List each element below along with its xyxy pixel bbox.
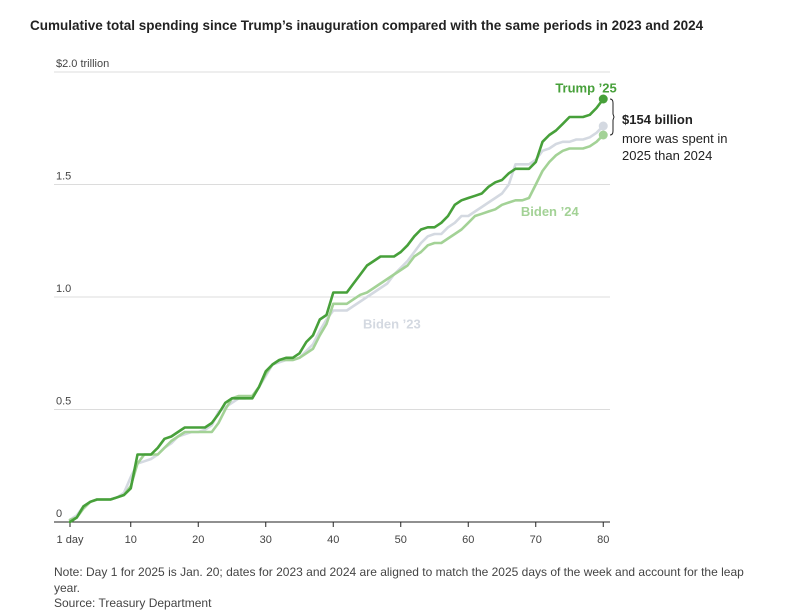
y-tick-label-2: 1.0	[56, 283, 71, 295]
x-tick-label-7: 70	[530, 534, 542, 546]
x-tick-label-4: 40	[327, 534, 339, 546]
annotation-headline: $154 billion	[622, 112, 693, 127]
series-label-biden-24: Biden ’24	[521, 204, 580, 219]
x-tick-label-6: 60	[462, 534, 474, 546]
chart-source: Source: Treasury Department	[54, 596, 212, 610]
y-tick-label-4: $2.0 trillion	[56, 58, 109, 70]
chart-title: Cumulative total spending since Trump’s …	[30, 18, 704, 33]
x-tick-label-0: 1 day	[57, 534, 84, 546]
series-line-biden-23	[68, 124, 605, 522]
y-tick-label-3: 1.5	[56, 171, 71, 183]
x-tick-label-8: 80	[597, 534, 609, 546]
annotation-bracket	[609, 98, 615, 136]
series-label-trump-25: Trump ’25	[555, 80, 616, 95]
difference-annotation: $154 billion more was spent in 2025 than…	[609, 98, 728, 163]
x-tick-label-3: 30	[260, 534, 272, 546]
x-axis-ticks: 1 day 10 20 30 40 50 60 70 80	[57, 522, 609, 546]
series-end-point-trump-25	[598, 94, 608, 104]
y-tick-label-0: 0	[56, 508, 62, 520]
chart-note: Note: Day 1 for 2025 is Jan. 20; dates f…	[54, 565, 744, 595]
line-chart: 0 0.5 1.0 1.5 $2.0 trillion 1 day 10 20 30 40 50 6…	[54, 58, 728, 546]
y-axis-labels: 0 0.5 1.0 1.5 $2.0 trillion	[56, 58, 109, 520]
x-tick-label-1: 10	[125, 534, 137, 546]
x-tick-label-2: 20	[192, 534, 204, 546]
series-labels: Trump ’25 Biden ’24 Biden ’23	[363, 80, 617, 331]
series-label-biden-23: Biden ’23	[363, 317, 421, 332]
y-tick-label-1: 0.5	[56, 396, 71, 408]
x-tick-label-5: 50	[395, 534, 407, 546]
series-lines	[68, 94, 608, 524]
annotation-line-1: more was spent in	[622, 131, 728, 146]
annotation-line-2: 2025 than 2024	[622, 148, 712, 163]
series-end-point-biden-23	[598, 121, 608, 131]
series-line-trump-25	[68, 97, 605, 524]
series-line-biden-24	[68, 133, 605, 522]
grid-lines	[54, 71, 610, 410]
series-end-point-biden-24	[598, 130, 608, 140]
